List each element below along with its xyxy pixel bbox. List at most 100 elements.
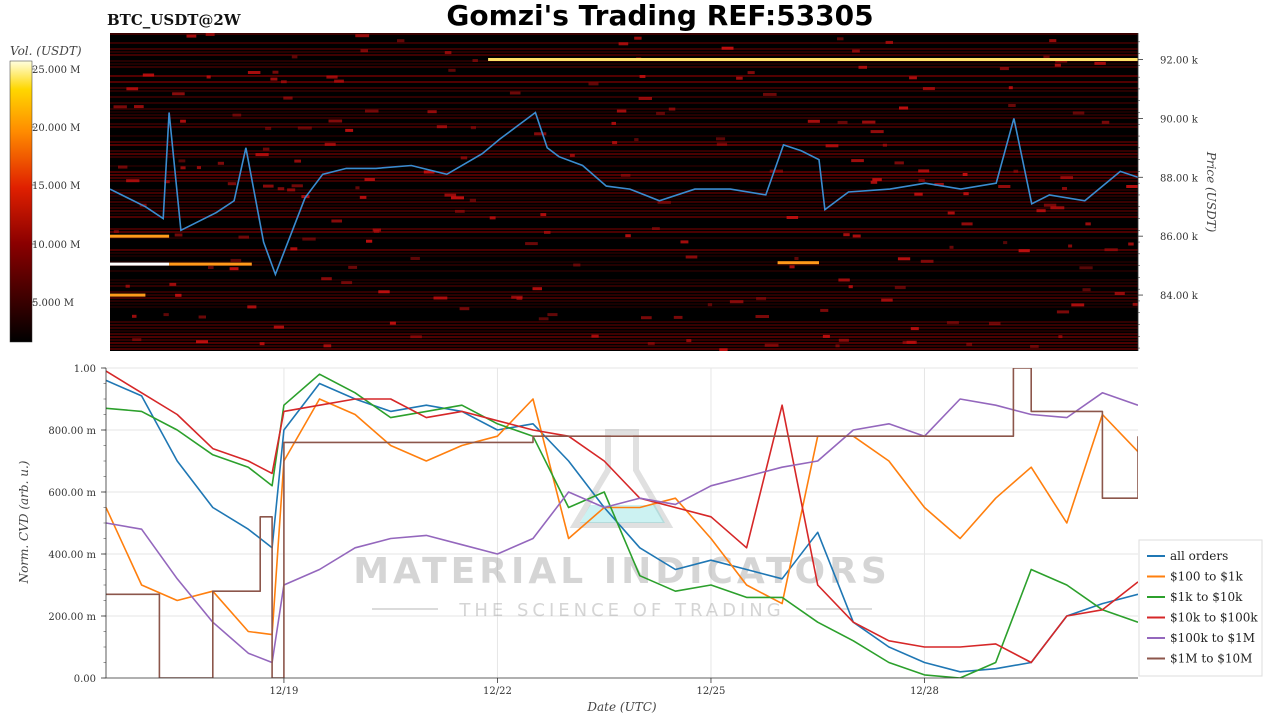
liquidity-band [110,237,1138,239]
liquidity-cell [639,75,646,78]
liquidity-cell [838,278,850,282]
liquidity-band [110,171,1138,173]
liquidity-cell [1056,310,1070,314]
liquidity-cell [934,182,944,186]
liquidity-band [110,324,1138,326]
liquidity-cell [1085,222,1091,226]
liquidity-cell [126,87,139,91]
liquidity-cell [789,265,795,269]
liquidity-cell [843,233,850,237]
liquidity-band [110,90,1138,92]
liquidity-cell [686,339,692,343]
liquidity-cell [870,130,884,134]
liquidity-cell [1132,302,1138,306]
liquidity-cell [1128,242,1134,246]
liquidity-cell [680,240,689,244]
liquidity-band [110,108,1138,110]
liquidity-cell [1036,209,1046,213]
liquidity-cell [259,342,265,346]
liquidity-cell [164,180,170,184]
liquidity-band [110,303,1138,305]
price-tick-label: 92.00 k [1160,56,1199,67]
liquidity-cell [899,106,909,110]
liquidity-cell [786,216,799,219]
liquidity-cell [180,166,186,170]
liquidity-cell [273,325,284,329]
order-wall [110,293,146,297]
liquidity-cell [180,119,186,123]
liquidity-cell [949,245,954,249]
liquidity-band [110,63,1138,65]
liquidity-cell [372,228,381,232]
liquidity-band [110,66,1138,68]
legend-label: all orders [1170,549,1228,563]
liquidity-cell [881,298,893,302]
liquidity-cell [196,166,201,170]
liquidity-cell [657,200,671,204]
liquidity-cell [547,313,558,317]
liquidity-cell [1043,55,1050,59]
liquidity-cell [858,65,867,69]
liquidity-band [110,279,1138,281]
liquidity-cell [373,230,380,233]
liquidity-cell [1058,335,1063,339]
liquidity-band [110,51,1138,53]
liquidity-band [110,123,1138,125]
liquidity-cell [410,257,420,260]
liquidity-cell [736,76,743,80]
liquidity-cell [544,230,551,234]
liquidity-cell [837,120,848,124]
liquidity-cell [1050,206,1065,210]
liquidity-band [110,300,1138,302]
liquidity-cell [756,297,767,301]
colorbar-label: Vol. (USDT) [10,44,82,58]
liquidity-band [110,339,1138,341]
liquidity-cell [1054,63,1061,67]
liquidity-cell [1114,292,1125,295]
liquidity-band [110,102,1138,104]
liquidity-cell [910,327,919,331]
liquidity-cell [1003,241,1008,245]
liquidity-cell [835,344,840,348]
cvd-y-tick-label: 200.00 m [48,612,96,623]
liquidity-cell [247,71,261,74]
liquidity-cell [656,111,665,115]
cvd-y-tick-label: 400.00 m [48,550,96,561]
liquidity-cell [172,92,185,96]
liquidity-cell [113,230,119,233]
liquidity-cell [729,300,744,304]
liquidity-cell [611,121,616,125]
liquidity-cell [1008,86,1013,90]
liquidity-cell [620,173,631,177]
watermark-subtitle: THE SCIENCE OF TRADING [458,600,784,621]
legend-label: $100 to $1k [1170,570,1243,584]
cvd-x-tick-label: 12/22 [483,686,512,697]
liquidity-cell [634,138,639,142]
order-wall [488,58,1138,61]
liquidity-band [110,216,1138,218]
liquidity-band [110,306,1138,308]
liquidity-cell [360,49,368,53]
liquidity-cell [364,178,375,181]
liquidity-cell [1072,111,1085,115]
liquidity-cell [229,267,239,271]
liquidity-cell [132,338,142,342]
liquidity-cell [588,82,599,86]
liquidity-cell [255,153,269,157]
liquidity-cell [961,222,973,226]
legend-label: $1M to $10M [1170,652,1252,666]
liquidity-cell [1068,244,1073,248]
liquidity-cell [208,266,214,269]
liquidity-cell [328,119,343,123]
liquidity-cell [359,195,367,199]
liquidity-band [110,189,1138,191]
liquidity-cell [1104,248,1118,252]
liquidity-cell [914,192,923,196]
liquidity-band [110,252,1138,254]
liquidity-cell [540,213,547,217]
liquidity-cell [641,316,652,320]
liquidity-cell [848,285,853,289]
liquidity-cell [1030,345,1039,348]
liquidity-cell [451,196,464,200]
liquidity-cell [673,315,683,319]
